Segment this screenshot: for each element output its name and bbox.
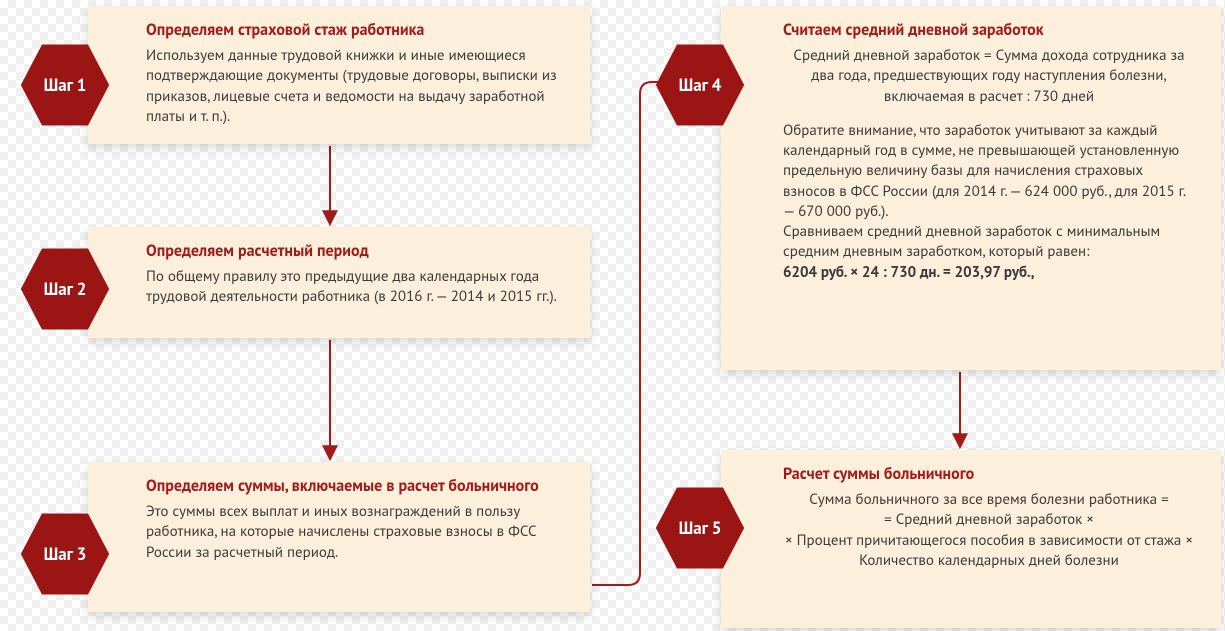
step-hex-label: Шаг 5 (679, 517, 722, 539)
step-hex-label: Шаг 4 (679, 74, 722, 96)
step-body: По общему правилу это предыдущие два кал… (146, 267, 570, 308)
step-card-2: Определяем расчетный период По общему пра… (88, 227, 590, 338)
step-body: Используем данные трудовой книжки и иные… (146, 46, 570, 127)
step-body: Сумма больничного за все время болезни р… (783, 490, 1195, 571)
step-body: Это суммы всех выплат и иных вознагражде… (146, 502, 570, 563)
step-card-1: Определяем страховой стаж работника Испол… (88, 6, 590, 144)
step-hex-label: Шаг 2 (44, 278, 87, 300)
step-hex-3: Шаг 3 (19, 508, 111, 600)
step-hex-4: Шаг 4 (654, 39, 746, 131)
step-hex-5: Шаг 5 (654, 482, 746, 574)
step-card-5: Расчет суммы больничного Сумма больничног… (721, 450, 1221, 628)
step-body: Средний дневной заработок = Сумма дохода… (783, 46, 1195, 283)
step-hex-1: Шаг 1 (19, 39, 111, 131)
step-card-3: Определяем суммы, включаемые в расчет бо… (88, 462, 590, 612)
step-title: Расчет суммы больничного (783, 464, 1195, 484)
step-hex-2: Шаг 2 (19, 243, 111, 335)
step-hex-label: Шаг 3 (44, 543, 87, 565)
step-card-4: Считаем средний дневной заработок Средний… (721, 6, 1221, 370)
step-title: Определяем суммы, включаемые в расчет бо… (146, 476, 570, 496)
step-title: Считаем средний дневной заработок (783, 20, 1195, 40)
step-title: Определяем расчетный период (146, 241, 570, 261)
step-title: Определяем страховой стаж работника (146, 20, 570, 40)
step-hex-label: Шаг 1 (44, 74, 87, 96)
